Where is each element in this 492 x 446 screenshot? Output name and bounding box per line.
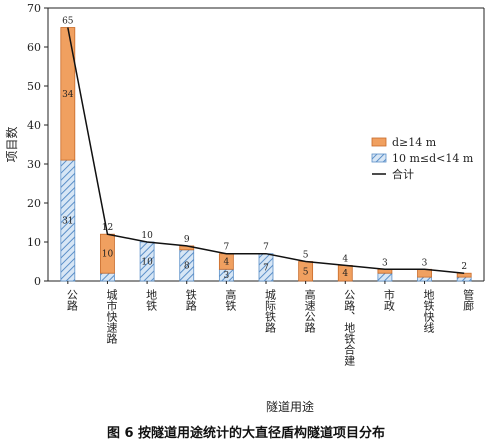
- data-label-lower: 8: [184, 261, 190, 271]
- data-label-upper: 10: [102, 250, 114, 260]
- x-tick-label: 市政: [382, 288, 395, 312]
- x-tick-label: 公路、地铁合建: [343, 289, 356, 367]
- data-label-lower: 31: [62, 217, 73, 227]
- y-tick-label: 60: [27, 41, 41, 54]
- bar-segment-lower: [456, 276, 472, 282]
- data-label-total: 5: [303, 251, 309, 261]
- x-tick-label: 城市快速路: [105, 289, 118, 345]
- data-label-total: 7: [223, 243, 229, 253]
- legend-label-lower: 10 m≤d<14 m: [392, 152, 474, 165]
- y-tick-label: 30: [27, 158, 41, 171]
- x-tick-label: 高速公路: [303, 288, 316, 334]
- x-tick-label: 高铁: [224, 288, 237, 311]
- y-tick-label: 20: [27, 197, 41, 210]
- x-tick-label: 地铁快线: [422, 289, 435, 333]
- figure-caption: 图 6 按隧道用途统计的大直径盾构隧道项目分布: [106, 426, 386, 441]
- bar-segment-upper: [60, 27, 76, 161]
- data-label-total: 9: [184, 235, 190, 245]
- y-tick-label: 0: [34, 275, 41, 288]
- legend-swatch-upper: [371, 137, 387, 147]
- data-label-total: 4: [342, 254, 348, 264]
- x-tick-label: 城际铁路: [264, 289, 277, 334]
- data-label-upper: 5: [303, 267, 309, 277]
- data-label-total: 3: [382, 258, 388, 268]
- data-label-total: 65: [62, 17, 74, 27]
- data-label-total: 7: [263, 243, 269, 253]
- y-tick-label: 40: [27, 119, 41, 132]
- data-label-upper: 34: [62, 90, 74, 100]
- x-axis-title: 隧道用途: [266, 399, 314, 414]
- legend: d≥14 m 10 m≤d<14 m 合计: [371, 136, 474, 181]
- legend-swatch-lower: [371, 153, 387, 163]
- legend-label-upper: d≥14 m: [392, 136, 437, 149]
- x-tick-label: 管廊: [462, 288, 475, 312]
- x-tick-label: 地铁: [145, 289, 158, 311]
- y-axis-title: 项目数: [4, 126, 19, 162]
- bar-segment-upper: [456, 272, 472, 278]
- total-line: [67, 27, 465, 274]
- y-tick-label: 50: [27, 80, 41, 93]
- legend-label-total: 合计: [392, 167, 414, 181]
- data-label-total: 3: [422, 258, 428, 268]
- data-label-lower: 3: [223, 271, 229, 281]
- data-label-total: 10: [141, 231, 153, 241]
- x-tick-label: 公路: [65, 289, 78, 312]
- data-label-total: 12: [102, 223, 113, 233]
- data-label-upper: 4: [342, 269, 348, 279]
- bar-segment-lower: [100, 272, 115, 282]
- bar-segment-lower: [377, 272, 393, 282]
- bar-segment-lower: [417, 276, 432, 282]
- data-label-lower: 7: [263, 263, 269, 273]
- y-tick-label: 10: [27, 236, 41, 249]
- y-tick-label: 70: [27, 2, 41, 15]
- data-label-lower: 10: [141, 258, 153, 268]
- data-label-upper: 4: [223, 258, 229, 268]
- data-label-total: 2: [461, 262, 467, 272]
- x-tick-label: 铁路: [184, 289, 197, 312]
